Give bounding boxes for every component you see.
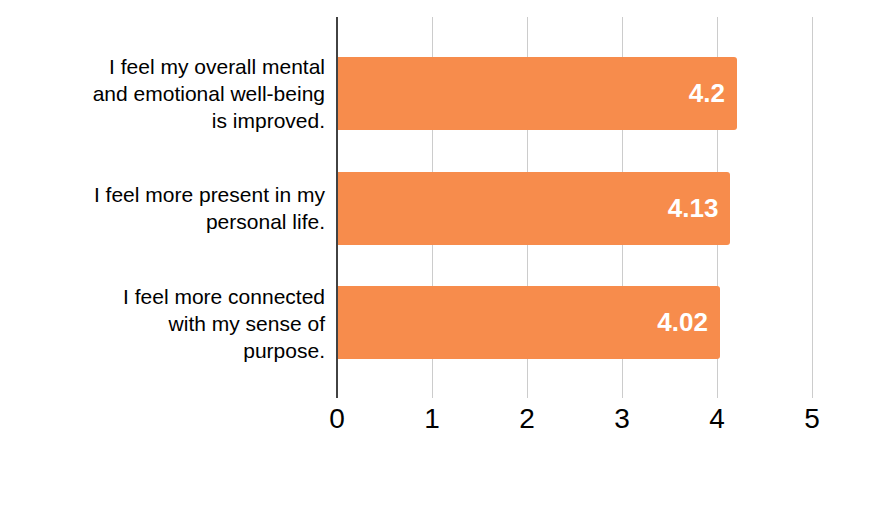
x-tick-label: 4 bbox=[687, 403, 747, 435]
category-label: I feel more present in mypersonal life. bbox=[94, 181, 325, 235]
x-tick-label: 3 bbox=[592, 403, 652, 435]
plot-area: 0 1 2 3 4 5 4.2 I feel my overall mentaland emo… bbox=[0, 0, 872, 518]
bar-value-label: 4.02 bbox=[657, 286, 708, 359]
category-label: I feel more connectedwith my sense ofpur… bbox=[123, 282, 325, 363]
bar: 4.02 bbox=[338, 286, 720, 359]
x-gridline bbox=[812, 17, 813, 398]
x-tick-label: 1 bbox=[402, 403, 462, 435]
bar: 4.13 bbox=[338, 172, 730, 245]
x-tick-label: 5 bbox=[782, 403, 842, 435]
x-tick-label: 2 bbox=[497, 403, 557, 435]
bar: 4.2 bbox=[338, 57, 737, 130]
category-label-line: and emotional well-being bbox=[93, 80, 325, 107]
bar-chart-figure: 0 1 2 3 4 5 4.2 I feel my overall mentaland emo… bbox=[0, 0, 872, 518]
category-label: I feel my overall mentaland emotional we… bbox=[93, 53, 325, 134]
category-label-line: is improved. bbox=[93, 107, 325, 134]
category-label-line: I feel more connected bbox=[123, 282, 325, 309]
category-label-line: I feel my overall mental bbox=[93, 53, 325, 80]
category-label-line: with my sense of bbox=[123, 309, 325, 336]
bar-value-label: 4.2 bbox=[689, 57, 725, 130]
category-label-line: personal life. bbox=[94, 208, 325, 235]
x-tick-label: 0 bbox=[307, 403, 367, 435]
category-label-line: I feel more present in my bbox=[94, 181, 325, 208]
bar-value-label: 4.13 bbox=[668, 172, 719, 245]
category-label-line: purpose. bbox=[123, 336, 325, 363]
